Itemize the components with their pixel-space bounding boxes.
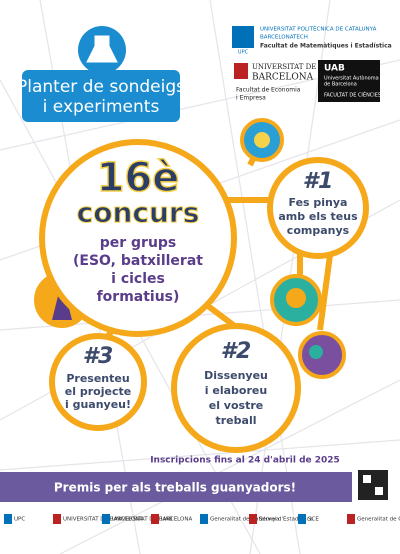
qr-code	[363, 475, 371, 483]
main-circle	[39, 139, 237, 337]
logo-text: UAB	[324, 64, 345, 74]
title: i experiments	[43, 97, 160, 117]
step-text: treball	[216, 414, 257, 427]
edition: 16è	[97, 155, 180, 201]
step-circle	[267, 157, 369, 259]
logo-text: UNIVERSITAT POLITÈCNICA DE CATALUNYA	[260, 25, 377, 33]
footer-logo-text: SCE	[308, 517, 319, 523]
logo-text: UNIVERSITAT DE	[252, 63, 316, 71]
prizes: Premis per als treballs guanyadors!	[54, 481, 296, 495]
footer-logo-mark	[347, 514, 355, 524]
step-circle	[171, 323, 301, 453]
footer-logo-text: Generalitat de Catalunya	[357, 517, 400, 523]
footer-logo-mark	[102, 514, 110, 524]
logo-text: Universitat Autònoma	[324, 75, 379, 82]
contest-word: concurs	[77, 196, 200, 229]
step-text: Dissenyeu	[204, 369, 268, 382]
footer-logo-mark	[151, 514, 159, 524]
uab-logo	[318, 60, 380, 102]
step-number: #2	[221, 339, 252, 364]
icon	[286, 288, 306, 308]
step-number: #3	[83, 344, 114, 369]
logo-text: Facultat de Matemàtiques i Estadística	[260, 43, 392, 50]
title-box	[22, 70, 180, 122]
footer-logo-mark	[200, 514, 208, 524]
footer-logo-text: UAB	[161, 517, 173, 523]
main-text: per grups	[100, 235, 177, 251]
icon	[309, 345, 323, 359]
upc-logo	[232, 26, 254, 48]
step-text: Presenteu	[66, 372, 129, 385]
footer-logo-mark	[298, 514, 306, 524]
footer-logo-text: Servei d'Estadística	[259, 516, 313, 523]
logo-text: BARCELONA	[252, 73, 314, 83]
logo-text: de Barcelona	[324, 82, 357, 88]
footer-logo-text: UPC	[14, 517, 25, 523]
step-text: Fes pinya	[289, 196, 348, 209]
logo-text: i Empresa	[236, 95, 266, 102]
footer-logo-mark	[4, 514, 12, 524]
step-text: i elaboreu	[205, 384, 267, 397]
logo-text: BARCELONATECH	[260, 35, 308, 41]
step-number: #1	[303, 169, 334, 194]
icon	[254, 132, 270, 148]
footer-logo-mark	[53, 514, 61, 524]
qr-code	[358, 470, 388, 500]
step-text: el vostre	[209, 399, 263, 412]
step-text: i guanyeu!	[65, 398, 131, 411]
main-text: formatius)	[97, 289, 180, 305]
main-text: (ESO, batxillerat	[73, 253, 203, 269]
logo-text: Facultat de Economia	[236, 87, 301, 94]
deadline: Inscripcions fins al 24 d'abril de 2025	[150, 456, 340, 466]
step-circle	[49, 333, 147, 431]
main-text: i cicles	[111, 271, 165, 287]
footer-logo-text: Generalitat de Catalunya	[210, 517, 279, 523]
step-text: amb els teus	[278, 210, 358, 223]
step-text: el projecte	[65, 385, 131, 398]
ub-logo	[234, 63, 248, 79]
step-text: companys	[287, 224, 350, 237]
footer-logo-mark	[249, 514, 257, 524]
flask-icon	[86, 35, 118, 63]
prizes-band	[0, 472, 352, 502]
logo-text: UPC	[238, 50, 249, 56]
title: Planter de sondeigs	[17, 77, 185, 97]
qr-code	[375, 487, 383, 495]
logo-text: FACULTAT DE CIÈNCIES	[324, 91, 381, 99]
